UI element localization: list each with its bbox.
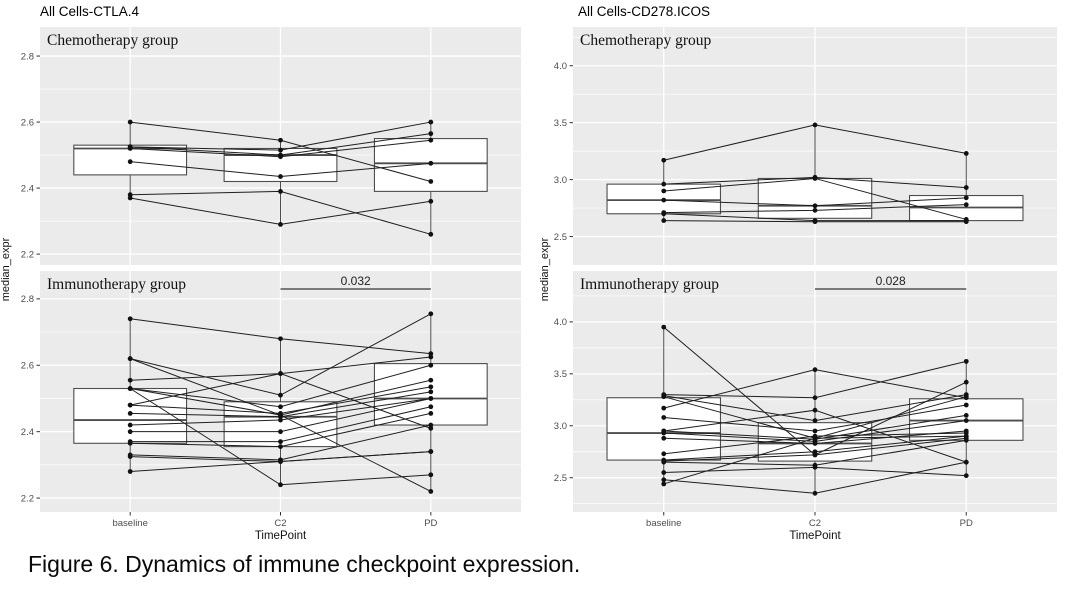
svg-text:median_expr: median_expr <box>540 237 551 301</box>
svg-text:Immunotherapy group: Immunotherapy group <box>47 276 186 293</box>
svg-text:baseline: baseline <box>646 518 681 529</box>
svg-text:baseline: baseline <box>112 518 147 529</box>
svg-text:3.5: 3.5 <box>554 369 567 380</box>
svg-text:Immunotherapy group: Immunotherapy group <box>580 276 719 293</box>
icos-boxplot-chart: Chemotherapy group 2.5 3.0 3.5 4.0 0.028 Immun… <box>540 27 1057 542</box>
svg-text:TimePoint: TimePoint <box>789 530 841 542</box>
svg-text:2.6: 2.6 <box>21 117 34 128</box>
svg-text:median_expr: median_expr <box>0 237 12 301</box>
plot-icos: All Cells-CD278.ICOS Chemotherapy group 2… <box>540 0 1080 545</box>
svg-text:TimePoint: TimePoint <box>255 530 307 542</box>
figure-caption: Figure 6. Dynamics of immune checkpoint … <box>28 551 581 577</box>
svg-text:2.5: 2.5 <box>554 473 567 484</box>
svg-text:2.6: 2.6 <box>21 361 34 372</box>
svg-text:2.8: 2.8 <box>21 294 34 305</box>
svg-text:0.028: 0.028 <box>876 274 906 288</box>
svg-text:C2: C2 <box>809 518 821 529</box>
svg-text:2.4: 2.4 <box>21 183 34 194</box>
svg-text:3.0: 3.0 <box>554 175 567 186</box>
svg-text:Chemotherapy group: Chemotherapy group <box>47 32 179 49</box>
svg-text:2.8: 2.8 <box>21 51 34 62</box>
svg-text:3.5: 3.5 <box>554 118 567 129</box>
svg-text:2.2: 2.2 <box>21 249 34 260</box>
svg-text:PD: PD <box>960 518 973 529</box>
svg-text:4.0: 4.0 <box>554 61 567 72</box>
svg-text:C2: C2 <box>274 518 286 529</box>
svg-text:0.032: 0.032 <box>341 274 371 288</box>
svg-text:2.2: 2.2 <box>21 493 34 504</box>
ctla4-boxplot-chart: Chemotherapy group 2.2 2.4 2.6 2.8 0.032 Immun… <box>0 27 521 542</box>
plot-title-ctla4: All Cells-CTLA.4 <box>40 4 140 19</box>
svg-text:3.0: 3.0 <box>554 421 567 432</box>
svg-text:PD: PD <box>424 518 437 529</box>
svg-text:2.5: 2.5 <box>554 232 567 243</box>
svg-text:Chemotherapy group: Chemotherapy group <box>580 32 712 49</box>
svg-text:2.4: 2.4 <box>21 427 34 438</box>
svg-text:4.0: 4.0 <box>554 317 567 328</box>
plot-title-icos: All Cells-CD278.ICOS <box>578 4 711 19</box>
plot-ctla4: All Cells-CTLA.4 Chemotherapy group 2.2 2.… <box>0 0 540 545</box>
